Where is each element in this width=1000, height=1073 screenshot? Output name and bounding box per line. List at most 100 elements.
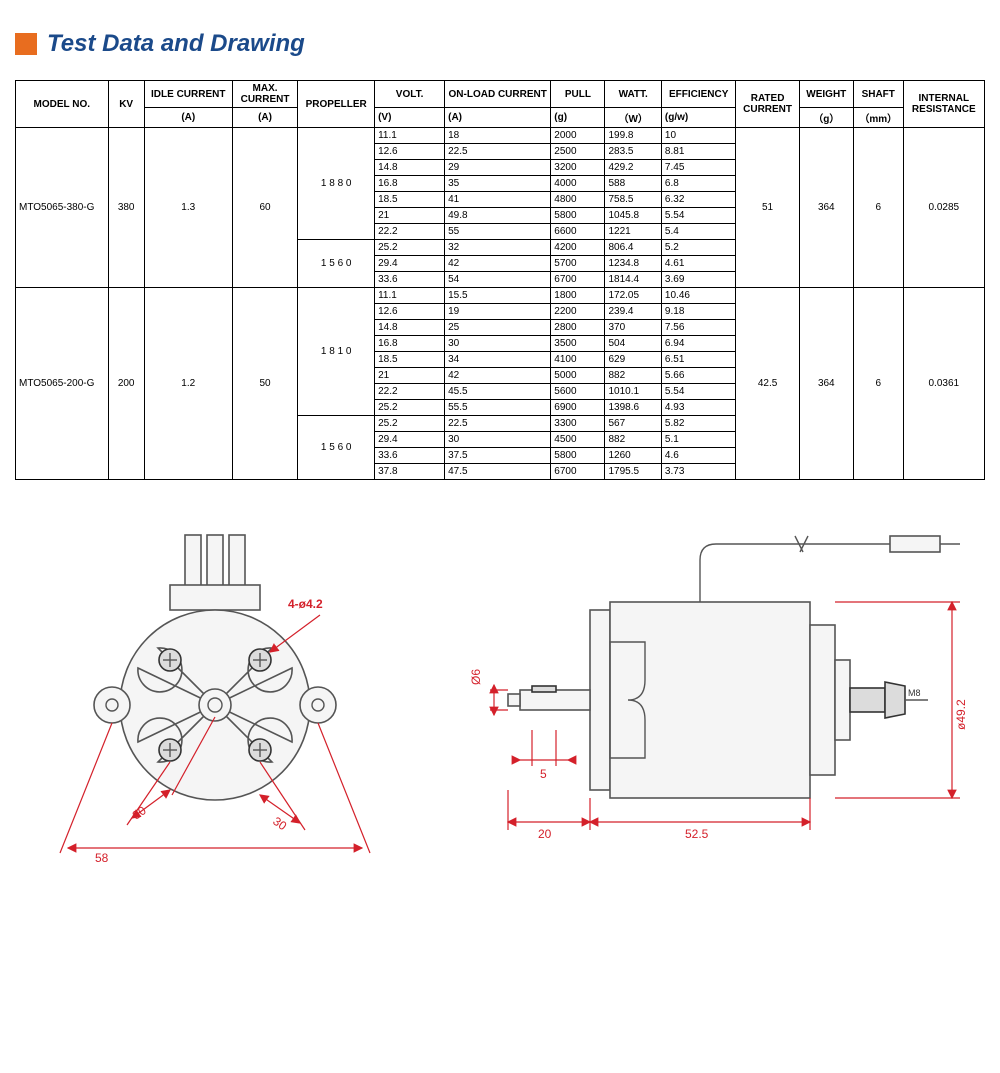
- cell-eff: 3.69: [661, 272, 736, 288]
- cell-eff: 5.1: [661, 432, 736, 448]
- th-max: MAX. CURRENT: [232, 81, 298, 108]
- table-header-row: MODEL NO. KV IDLE CURRENT MAX. CURRENT P…: [16, 81, 985, 108]
- cell-watt: 1260: [605, 448, 661, 464]
- cell-pull: 2200: [551, 304, 605, 320]
- cell-pull: 5700: [551, 256, 605, 272]
- cell-res: 0.0285: [903, 128, 984, 288]
- title-marker-icon: [15, 33, 37, 55]
- cell-shaft: 6: [853, 128, 903, 288]
- cell-volt: 12.6: [375, 144, 445, 160]
- cell-pull: 1800: [551, 288, 605, 304]
- cell-volt: 18.5: [375, 192, 445, 208]
- cell-pull: 3300: [551, 416, 605, 432]
- cell-onload: 54: [445, 272, 551, 288]
- cell-pull: 5800: [551, 208, 605, 224]
- cell-pull: 3200: [551, 160, 605, 176]
- cell-eff: 9.18: [661, 304, 736, 320]
- cell-eff: 5.82: [661, 416, 736, 432]
- th-prop: PROPELLER: [298, 81, 375, 128]
- cell-volt: 11.1: [375, 288, 445, 304]
- cell-max: 50: [232, 288, 298, 480]
- cell-propeller: 1 8 1 0: [298, 288, 375, 416]
- cell-res: 0.0361: [903, 288, 984, 480]
- thread-label: M8: [908, 688, 921, 698]
- th-onload: ON-LOAD CURRENT: [445, 81, 551, 108]
- unit-eff: (g/w): [661, 108, 736, 128]
- th-rated: RATED CURRENT: [736, 81, 799, 128]
- cell-eff: 8.81: [661, 144, 736, 160]
- unit-max: (A): [232, 108, 298, 128]
- cell-onload: 22.5: [445, 416, 551, 432]
- cell-pull: 5600: [551, 384, 605, 400]
- cell-watt: 1221: [605, 224, 661, 240]
- cell-watt: 758.5: [605, 192, 661, 208]
- cell-pull: 2800: [551, 320, 605, 336]
- cell-volt: 37.8: [375, 464, 445, 480]
- cell-idle: 1.2: [144, 288, 232, 480]
- cell-kv: 200: [108, 288, 144, 480]
- cell-pull: 2500: [551, 144, 605, 160]
- table-header: MODEL NO. KV IDLE CURRENT MAX. CURRENT P…: [16, 81, 985, 128]
- cell-rated: 51: [736, 128, 799, 288]
- th-res: INTERNAL RESISTANCE: [903, 81, 984, 128]
- cell-onload: 22.5: [445, 144, 551, 160]
- cell-volt: 25.2: [375, 400, 445, 416]
- svg-text:30: 30: [130, 803, 149, 822]
- svg-text:Ø6: Ø6: [469, 669, 483, 685]
- cell-watt: 1045.8: [605, 208, 661, 224]
- cell-pull: 4200: [551, 240, 605, 256]
- cell-propeller: 1 5 6 0: [298, 240, 375, 288]
- unit-watt: （W）: [605, 108, 661, 128]
- cell-model: MTO5065-200-G: [16, 288, 109, 480]
- svg-text:20: 20: [538, 827, 552, 841]
- cell-eff: 4.6: [661, 448, 736, 464]
- cell-watt: 172.05: [605, 288, 661, 304]
- cell-onload: 34: [445, 352, 551, 368]
- cell-idle: 1.3: [144, 128, 232, 288]
- cell-onload: 35: [445, 176, 551, 192]
- cell-volt: 22.2: [375, 384, 445, 400]
- cell-volt: 33.6: [375, 272, 445, 288]
- cell-onload: 30: [445, 336, 551, 352]
- cell-pull: 4800: [551, 192, 605, 208]
- cell-onload: 32: [445, 240, 551, 256]
- cell-watt: 806.4: [605, 240, 661, 256]
- cell-pull: 4500: [551, 432, 605, 448]
- cell-volt: 12.6: [375, 304, 445, 320]
- cell-onload: 49.8: [445, 208, 551, 224]
- unit-volt: (V): [375, 108, 445, 128]
- cell-volt: 29.4: [375, 432, 445, 448]
- cell-pull: 5000: [551, 368, 605, 384]
- cell-watt: 239.4: [605, 304, 661, 320]
- cell-weight: 364: [799, 288, 853, 480]
- cell-propeller: 1 8 8 0: [298, 128, 375, 240]
- th-shaft: SHAFT: [853, 81, 903, 108]
- svg-text:ø49.2: ø49.2: [954, 699, 968, 730]
- unit-weight: （g）: [799, 108, 853, 128]
- th-model: MODEL NO.: [16, 81, 109, 128]
- cell-eff: 5.2: [661, 240, 736, 256]
- svg-text:52.5: 52.5: [685, 827, 709, 841]
- cell-eff: 4.93: [661, 400, 736, 416]
- section-title-row: Test Data and Drawing: [15, 30, 985, 58]
- cell-volt: 11.1: [375, 128, 445, 144]
- cell-volt: 21: [375, 208, 445, 224]
- cell-onload: 29: [445, 160, 551, 176]
- unit-idle: (A): [144, 108, 232, 128]
- cell-watt: 1010.1: [605, 384, 661, 400]
- cell-eff: 6.51: [661, 352, 736, 368]
- cell-eff: 7.45: [661, 160, 736, 176]
- cell-volt: 33.6: [375, 448, 445, 464]
- cell-watt: 1814.4: [605, 272, 661, 288]
- cell-volt: 14.8: [375, 160, 445, 176]
- cell-onload: 55: [445, 224, 551, 240]
- cell-eff: 5.54: [661, 384, 736, 400]
- cell-eff: 4.61: [661, 256, 736, 272]
- front-shaft: [508, 686, 590, 710]
- th-weight: WEIGHT: [799, 81, 853, 108]
- center-boss: [199, 689, 231, 721]
- cell-volt: 25.2: [375, 240, 445, 256]
- cell-propeller: 1 5 6 0: [298, 416, 375, 480]
- unit-pull: (g): [551, 108, 605, 128]
- cell-onload: 18: [445, 128, 551, 144]
